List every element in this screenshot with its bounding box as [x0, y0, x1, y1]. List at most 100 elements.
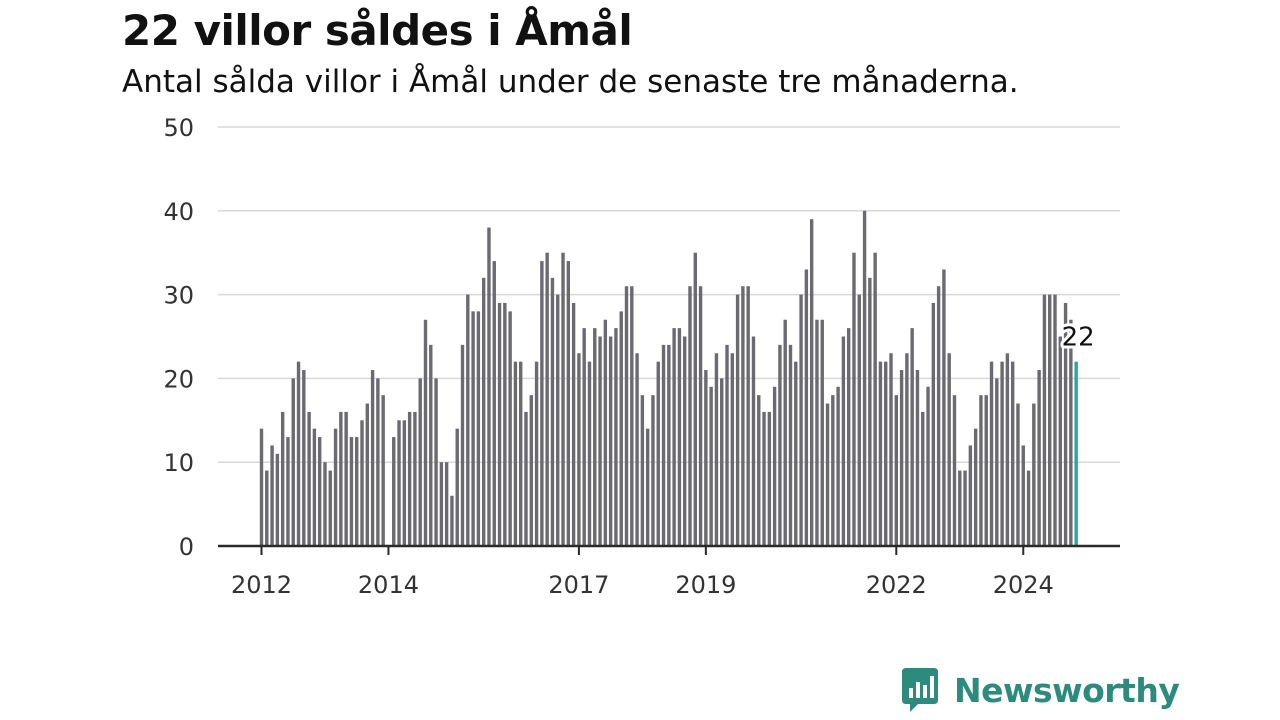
bar: [619, 311, 623, 546]
bar: [344, 411, 348, 546]
bar: [608, 336, 613, 546]
y-axis-ticks: 0 10 20 30 40 50: [163, 114, 194, 561]
bar: [571, 302, 576, 546]
bar: [339, 411, 343, 546]
bar: [746, 286, 750, 546]
bar: [730, 353, 735, 546]
bar: [312, 428, 317, 546]
bar: [645, 428, 650, 546]
bar: [862, 210, 867, 547]
bar: [429, 344, 433, 546]
bar: [995, 378, 999, 546]
bar: [1063, 302, 1068, 546]
bar: [825, 403, 830, 546]
bar: [915, 370, 920, 546]
bar: [894, 395, 898, 546]
bar: [630, 286, 634, 546]
bar: [899, 370, 904, 546]
x-tick-label: 2017: [548, 571, 609, 599]
bar: [968, 445, 973, 546]
bar: [926, 386, 930, 546]
bar: [905, 353, 909, 546]
bar: [487, 227, 491, 546]
bar: [936, 286, 941, 546]
bar: [1069, 319, 1073, 546]
bar: [693, 252, 697, 546]
bar: [720, 378, 724, 546]
bar: [450, 495, 454, 546]
bar: [815, 319, 819, 546]
bar: [889, 353, 893, 546]
bar: [878, 361, 883, 546]
x-tick-label: 2019: [675, 571, 736, 599]
bar: [656, 361, 660, 546]
bar: [921, 411, 925, 546]
x-tick-label: 2012: [231, 571, 292, 599]
bar: [481, 277, 486, 546]
bar: [857, 294, 861, 546]
bar: [704, 370, 708, 546]
bar: [910, 328, 914, 546]
bar: [302, 370, 306, 546]
bar: [460, 344, 465, 546]
bar: [709, 386, 713, 546]
bar: [624, 286, 629, 546]
bar: [751, 336, 756, 546]
bar: [1000, 361, 1004, 546]
x-tick-label: 2024: [993, 571, 1054, 599]
bar: [524, 411, 528, 546]
bar: [365, 403, 369, 546]
bar: [868, 277, 872, 546]
bar: [270, 445, 274, 546]
bar: [635, 353, 639, 546]
bar: [640, 395, 645, 546]
highlight-value-label: 22: [1062, 323, 1095, 353]
bar: [418, 378, 422, 546]
bar: [714, 353, 719, 546]
bar: [884, 361, 888, 546]
bar: [376, 378, 380, 546]
bar: [259, 428, 264, 546]
bar: [540, 261, 544, 546]
bar: [598, 336, 602, 546]
bar: [508, 311, 512, 546]
bar: [1026, 470, 1031, 546]
bar: [1048, 294, 1052, 546]
bar: [778, 344, 782, 546]
bar: [767, 411, 772, 546]
chart-title: 22 villor såldes i Åmål: [122, 6, 633, 55]
bar: [333, 428, 338, 546]
bar: [958, 470, 962, 546]
bar: [397, 420, 401, 546]
bar: [265, 470, 269, 546]
bars: [259, 210, 1078, 547]
y-tick-label: 0: [179, 533, 194, 561]
bar: [323, 462, 327, 546]
bar: [683, 336, 687, 546]
bar: [973, 428, 978, 546]
bar: [455, 428, 459, 546]
bar: [534, 361, 539, 546]
bar: [979, 395, 983, 546]
bar: [360, 420, 364, 546]
bar: [492, 261, 496, 546]
bar: [291, 378, 295, 546]
bar: [963, 470, 967, 546]
bar: [296, 361, 301, 546]
bar: [519, 361, 523, 546]
bar: [846, 328, 851, 546]
bar: [1016, 403, 1020, 546]
x-axis-ticks: 2012 2014 2017 2019 2022 2024: [231, 546, 1054, 599]
bar: [788, 344, 793, 546]
bar: [735, 294, 740, 546]
bar: [1010, 361, 1015, 546]
bar: [794, 361, 798, 546]
bar: [942, 269, 946, 546]
brand-name: Newsworthy: [954, 670, 1180, 710]
y-tick-label: 10: [163, 449, 194, 477]
bar: [434, 378, 438, 546]
bar: [497, 302, 502, 546]
bar: [772, 386, 777, 546]
bar: [698, 286, 703, 546]
brand-logo: Newsworthy: [900, 668, 1180, 712]
